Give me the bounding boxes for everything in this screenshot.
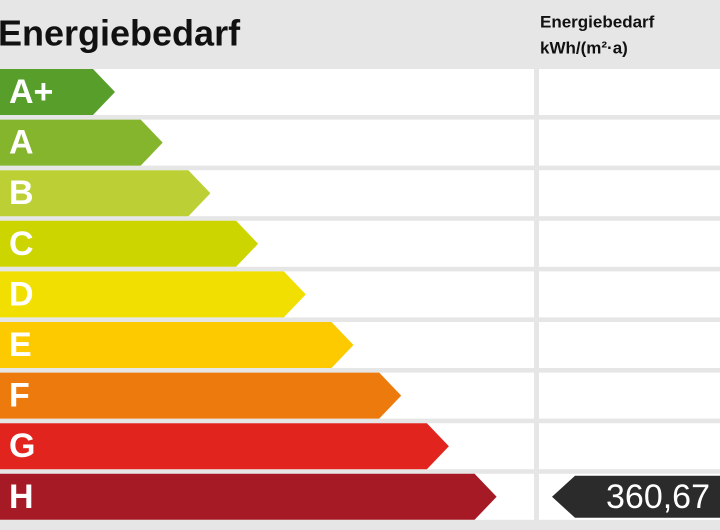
- class-arrow: [0, 69, 115, 115]
- class-arrow: [0, 322, 354, 368]
- class-arrow: [0, 170, 211, 217]
- value-cell: [539, 69, 720, 115]
- value-cell: [539, 322, 720, 368]
- value-cell: [539, 170, 720, 217]
- class-label: G: [9, 427, 35, 465]
- column-title: Energiebedarf: [540, 12, 655, 31]
- class-label: F: [9, 377, 30, 415]
- class-label: A: [9, 124, 34, 162]
- class-arrow: [0, 423, 449, 470]
- class-label: E: [9, 326, 32, 364]
- class-label: H: [9, 478, 34, 516]
- class-label: C: [9, 225, 34, 263]
- class-arrow: [0, 271, 306, 318]
- title: Energiebedarf: [0, 13, 241, 54]
- class-arrow: [0, 473, 497, 520]
- class-label: D: [9, 275, 34, 313]
- class-label: A+: [9, 73, 53, 111]
- class-arrow: [0, 119, 163, 166]
- column-title: kWh/(m²·a): [540, 38, 628, 57]
- value-cell: [539, 423, 720, 470]
- class-label: B: [9, 174, 34, 212]
- class-arrow: [0, 372, 402, 419]
- value-label: 360,67: [606, 478, 710, 516]
- class-arrow: [0, 220, 259, 267]
- value-cell: [539, 119, 720, 166]
- value-cell: [539, 372, 720, 419]
- value-indicator: [552, 475, 720, 518]
- value-cell: [539, 220, 720, 267]
- value-cell: [539, 271, 720, 318]
